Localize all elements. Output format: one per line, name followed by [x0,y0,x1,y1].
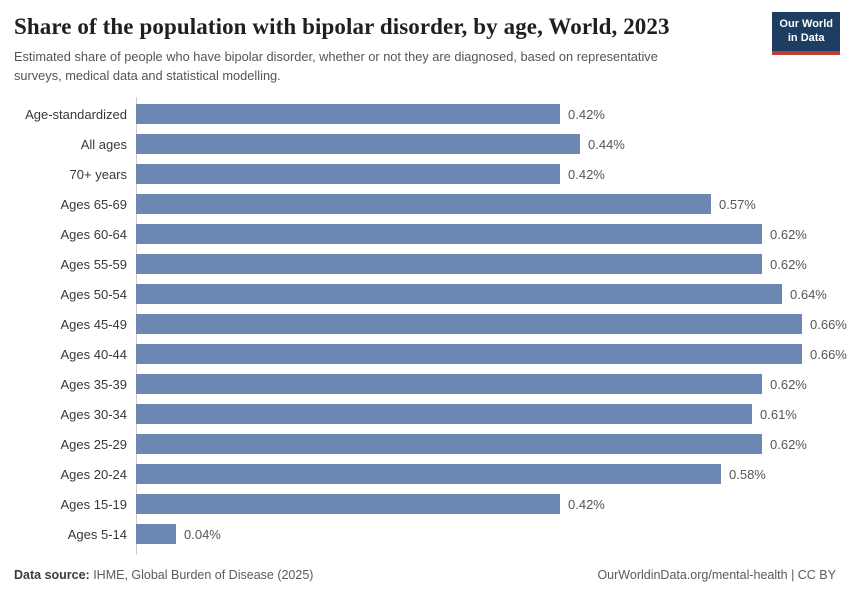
owid-logo[interactable]: Our World in Data [772,12,840,55]
category-label: All ages [80,136,127,152]
chart-row: Ages 20-24 0.58% [14,459,836,489]
data-source: Data source: IHME, Global Burden of Dise… [14,568,313,582]
owid-logo-line2: in Data [787,32,825,45]
value-label: 0.64% [790,286,827,302]
category-label: Ages 55-59 [60,256,128,272]
chart-row: Ages 55-59 0.62% [14,249,836,279]
value-label: 0.42% [568,496,605,512]
bar[interactable] [136,464,721,485]
category-label: Ages 60-64 [60,226,128,242]
value-label: 0.62% [770,436,807,452]
page-title: Share of the population with bipolar dis… [14,14,670,39]
chart-header: Share of the population with bipolar dis… [14,12,840,85]
value-label: 0.62% [770,226,807,242]
credit-link[interactable]: OurWorldinData.org/mental-health | CC BY [597,568,836,582]
bar[interactable] [136,434,762,455]
chart-row: 70+ years 0.42% [14,159,836,189]
category-label: Age-standardized [25,106,127,122]
chart-row: Ages 25-29 0.62% [14,429,836,459]
bar[interactable] [136,164,560,185]
bar[interactable] [136,224,762,245]
bar[interactable] [136,314,802,335]
category-label: Ages 50-54 [60,286,128,302]
chart-row: Ages 45-49 0.66% [14,309,847,339]
category-label: Ages 25-29 [60,436,128,452]
chart-row: Ages 60-64 0.62% [14,219,836,249]
value-label: 0.04% [184,526,221,542]
chart-subtitle: Estimated share of people who have bipol… [14,49,658,84]
category-label: Ages 45-49 [60,316,128,332]
bar[interactable] [136,404,752,425]
category-label: Ages 35-39 [60,376,128,392]
bar[interactable] [136,134,580,155]
value-label: 0.66% [810,346,847,362]
chart-row: Ages 30-34 0.61% [14,399,836,429]
bar[interactable] [136,254,762,275]
owid-logo-line1: Our World [779,18,833,30]
value-label: 0.61% [760,406,797,422]
bar[interactable] [136,524,176,545]
chart-row: Ages 40-44 0.66% [14,339,847,369]
value-label: 0.62% [770,256,807,272]
chart-row: All ages 0.44% [14,129,836,159]
chart-row: Age-standardized 0.42% [14,99,836,129]
chart-row: Ages 35-39 0.62% [14,369,836,399]
chart-rows: Age-standardized 0.42% All ages 0.44% 70+ ye… [14,99,847,549]
chart-footer: Data source: IHME, Global Burden of Dise… [14,568,836,582]
chart-row: Ages 15-19 0.42% [14,489,836,519]
category-label: Ages 5-14 [67,526,127,542]
category-label: Ages 30-34 [60,406,128,422]
value-label: 0.42% [568,106,605,122]
data-source-label: Data source: [14,568,90,582]
value-label: 0.58% [729,466,766,482]
category-label: Ages 40-44 [60,346,128,362]
bar[interactable] [136,194,711,215]
bar[interactable] [136,494,560,515]
category-label: Ages 65-69 [60,196,128,212]
bar[interactable] [136,284,782,305]
value-label: 0.62% [770,376,807,392]
bar[interactable] [136,374,762,395]
chart-row: Ages 50-54 0.64% [14,279,836,309]
bar[interactable] [136,104,560,125]
value-label: 0.44% [588,136,625,152]
value-label: 0.42% [568,166,605,182]
category-label: 70+ years [69,166,127,182]
data-source-text: IHME, Global Burden of Disease (2025) [89,568,314,582]
value-label: 0.66% [810,316,847,332]
chart-row: Ages 65-69 0.57% [14,189,836,219]
chart-row: Ages 5-14 0.04% [14,519,836,549]
bar-chart: Age-standardized 0.42% All ages 0.44% 70+ ye… [14,97,847,556]
bar[interactable] [136,344,802,365]
category-label: Ages 15-19 [60,496,128,512]
category-label: Ages 20-24 [60,466,128,482]
value-label: 0.57% [719,196,756,212]
